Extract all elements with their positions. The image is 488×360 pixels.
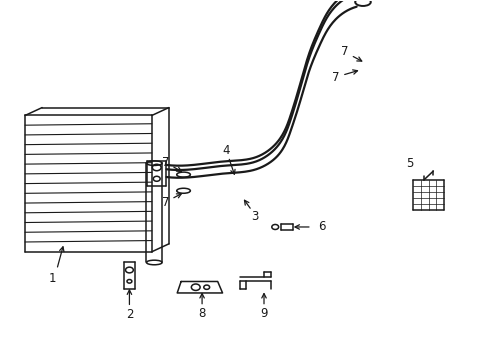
- Text: 4: 4: [222, 144, 229, 157]
- Text: 8: 8: [198, 307, 205, 320]
- Text: 9: 9: [260, 307, 267, 320]
- Text: 7: 7: [162, 156, 169, 169]
- Text: 6: 6: [317, 220, 325, 234]
- Text: 1: 1: [49, 272, 57, 285]
- Text: 2: 2: [125, 308, 133, 321]
- Text: 5: 5: [406, 157, 413, 170]
- Text: 7: 7: [332, 71, 339, 84]
- Text: 7: 7: [340, 45, 347, 58]
- Text: 7: 7: [162, 196, 169, 209]
- Text: 3: 3: [251, 210, 258, 223]
